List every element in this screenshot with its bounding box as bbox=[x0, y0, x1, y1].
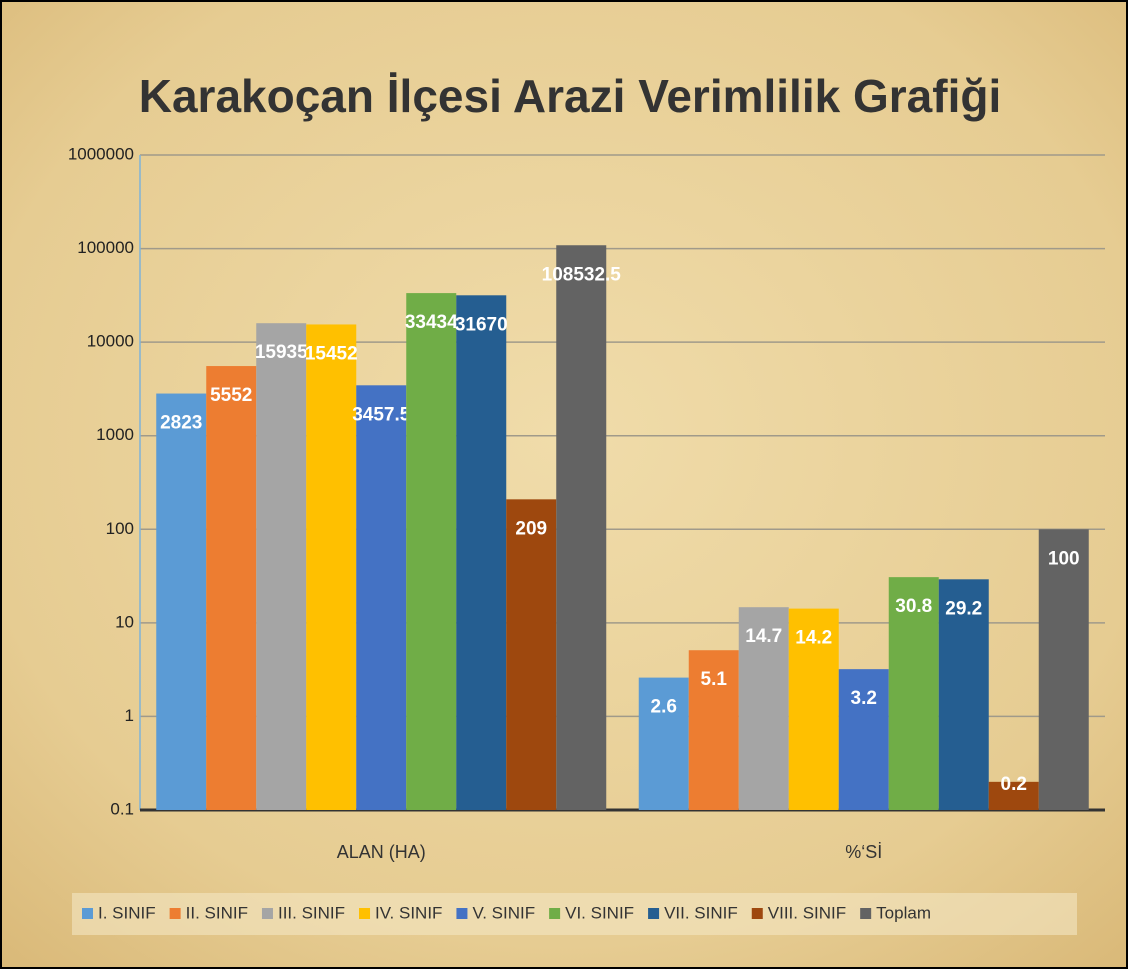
data-label: 2.6 bbox=[651, 697, 677, 718]
legend-swatch bbox=[648, 908, 660, 919]
y-tick-label: 0.1 bbox=[110, 799, 134, 818]
data-label: 2823 bbox=[160, 413, 202, 434]
bar bbox=[556, 245, 607, 811]
bar bbox=[206, 366, 257, 810]
legend-label: IV. SINIF bbox=[375, 903, 442, 922]
legend-label: VII. SINIF bbox=[664, 903, 738, 922]
bar bbox=[938, 579, 989, 810]
bar bbox=[738, 607, 789, 810]
data-label: 3.2 bbox=[851, 688, 877, 709]
legend-swatch bbox=[82, 908, 93, 919]
bar bbox=[788, 608, 839, 810]
y-tick-label: 1 bbox=[125, 706, 134, 725]
data-label: 0.2 bbox=[1001, 774, 1027, 795]
legend-label: I. SINIF bbox=[98, 903, 156, 922]
data-label: 31670 bbox=[455, 314, 508, 335]
legend-label: Toplam bbox=[876, 903, 931, 922]
data-label: 29.2 bbox=[945, 598, 982, 619]
data-label: 15452 bbox=[305, 343, 358, 364]
bar bbox=[988, 781, 1039, 810]
data-label: 108532.5 bbox=[542, 264, 622, 285]
y-tick-label: 100 bbox=[106, 519, 134, 538]
y-tick-label: 10 bbox=[115, 612, 134, 631]
bar bbox=[256, 323, 307, 810]
legend-label: VI. SINIF bbox=[565, 903, 634, 922]
y-tick-label: 1000000 bbox=[68, 144, 134, 163]
bar bbox=[638, 677, 689, 810]
bar bbox=[406, 293, 457, 810]
legend-swatch bbox=[261, 908, 273, 919]
data-label: 209 bbox=[515, 518, 547, 539]
bar bbox=[306, 324, 357, 810]
chart-title: Karakoçan İlçesi Arazi Verimlilik Grafiğ… bbox=[139, 70, 1001, 122]
bar bbox=[1038, 529, 1089, 810]
data-label: 100 bbox=[1048, 548, 1080, 569]
legend-swatch bbox=[456, 908, 468, 919]
bar bbox=[506, 499, 557, 810]
legend-swatch bbox=[751, 908, 763, 919]
data-label: 3457.5 bbox=[352, 404, 411, 425]
data-label: 15935 bbox=[255, 342, 308, 363]
data-label: 14.2 bbox=[795, 628, 832, 649]
x-tick-label: ALAN (HA) bbox=[337, 842, 426, 862]
data-label: 5552 bbox=[210, 385, 252, 406]
data-label: 14.7 bbox=[745, 626, 782, 647]
legend-label: V. SINIF bbox=[472, 903, 535, 922]
bar bbox=[156, 393, 207, 810]
legend-label: VIII. SINIF bbox=[768, 903, 846, 922]
x-tick-label: %‘Sİ bbox=[845, 842, 882, 862]
data-label: 5.1 bbox=[701, 669, 728, 690]
bar bbox=[688, 650, 739, 810]
bar bbox=[838, 669, 889, 810]
y-tick-label: 10000 bbox=[87, 332, 134, 351]
legend-swatch bbox=[860, 908, 872, 919]
bar bbox=[356, 385, 407, 810]
legend-label: III. SINIF bbox=[278, 903, 345, 922]
legend-swatch bbox=[359, 908, 371, 919]
data-label: 30.8 bbox=[895, 596, 932, 617]
y-tick-label: 1000 bbox=[96, 425, 134, 444]
legend-box bbox=[72, 893, 1077, 935]
legend-swatch bbox=[169, 908, 181, 919]
bar bbox=[456, 295, 507, 810]
y-tick-label: 100000 bbox=[77, 238, 134, 257]
legend-label: II. SINIF bbox=[186, 903, 248, 922]
legend-swatch bbox=[549, 908, 561, 919]
bar bbox=[888, 577, 939, 810]
data-label: 33434 bbox=[405, 312, 458, 333]
